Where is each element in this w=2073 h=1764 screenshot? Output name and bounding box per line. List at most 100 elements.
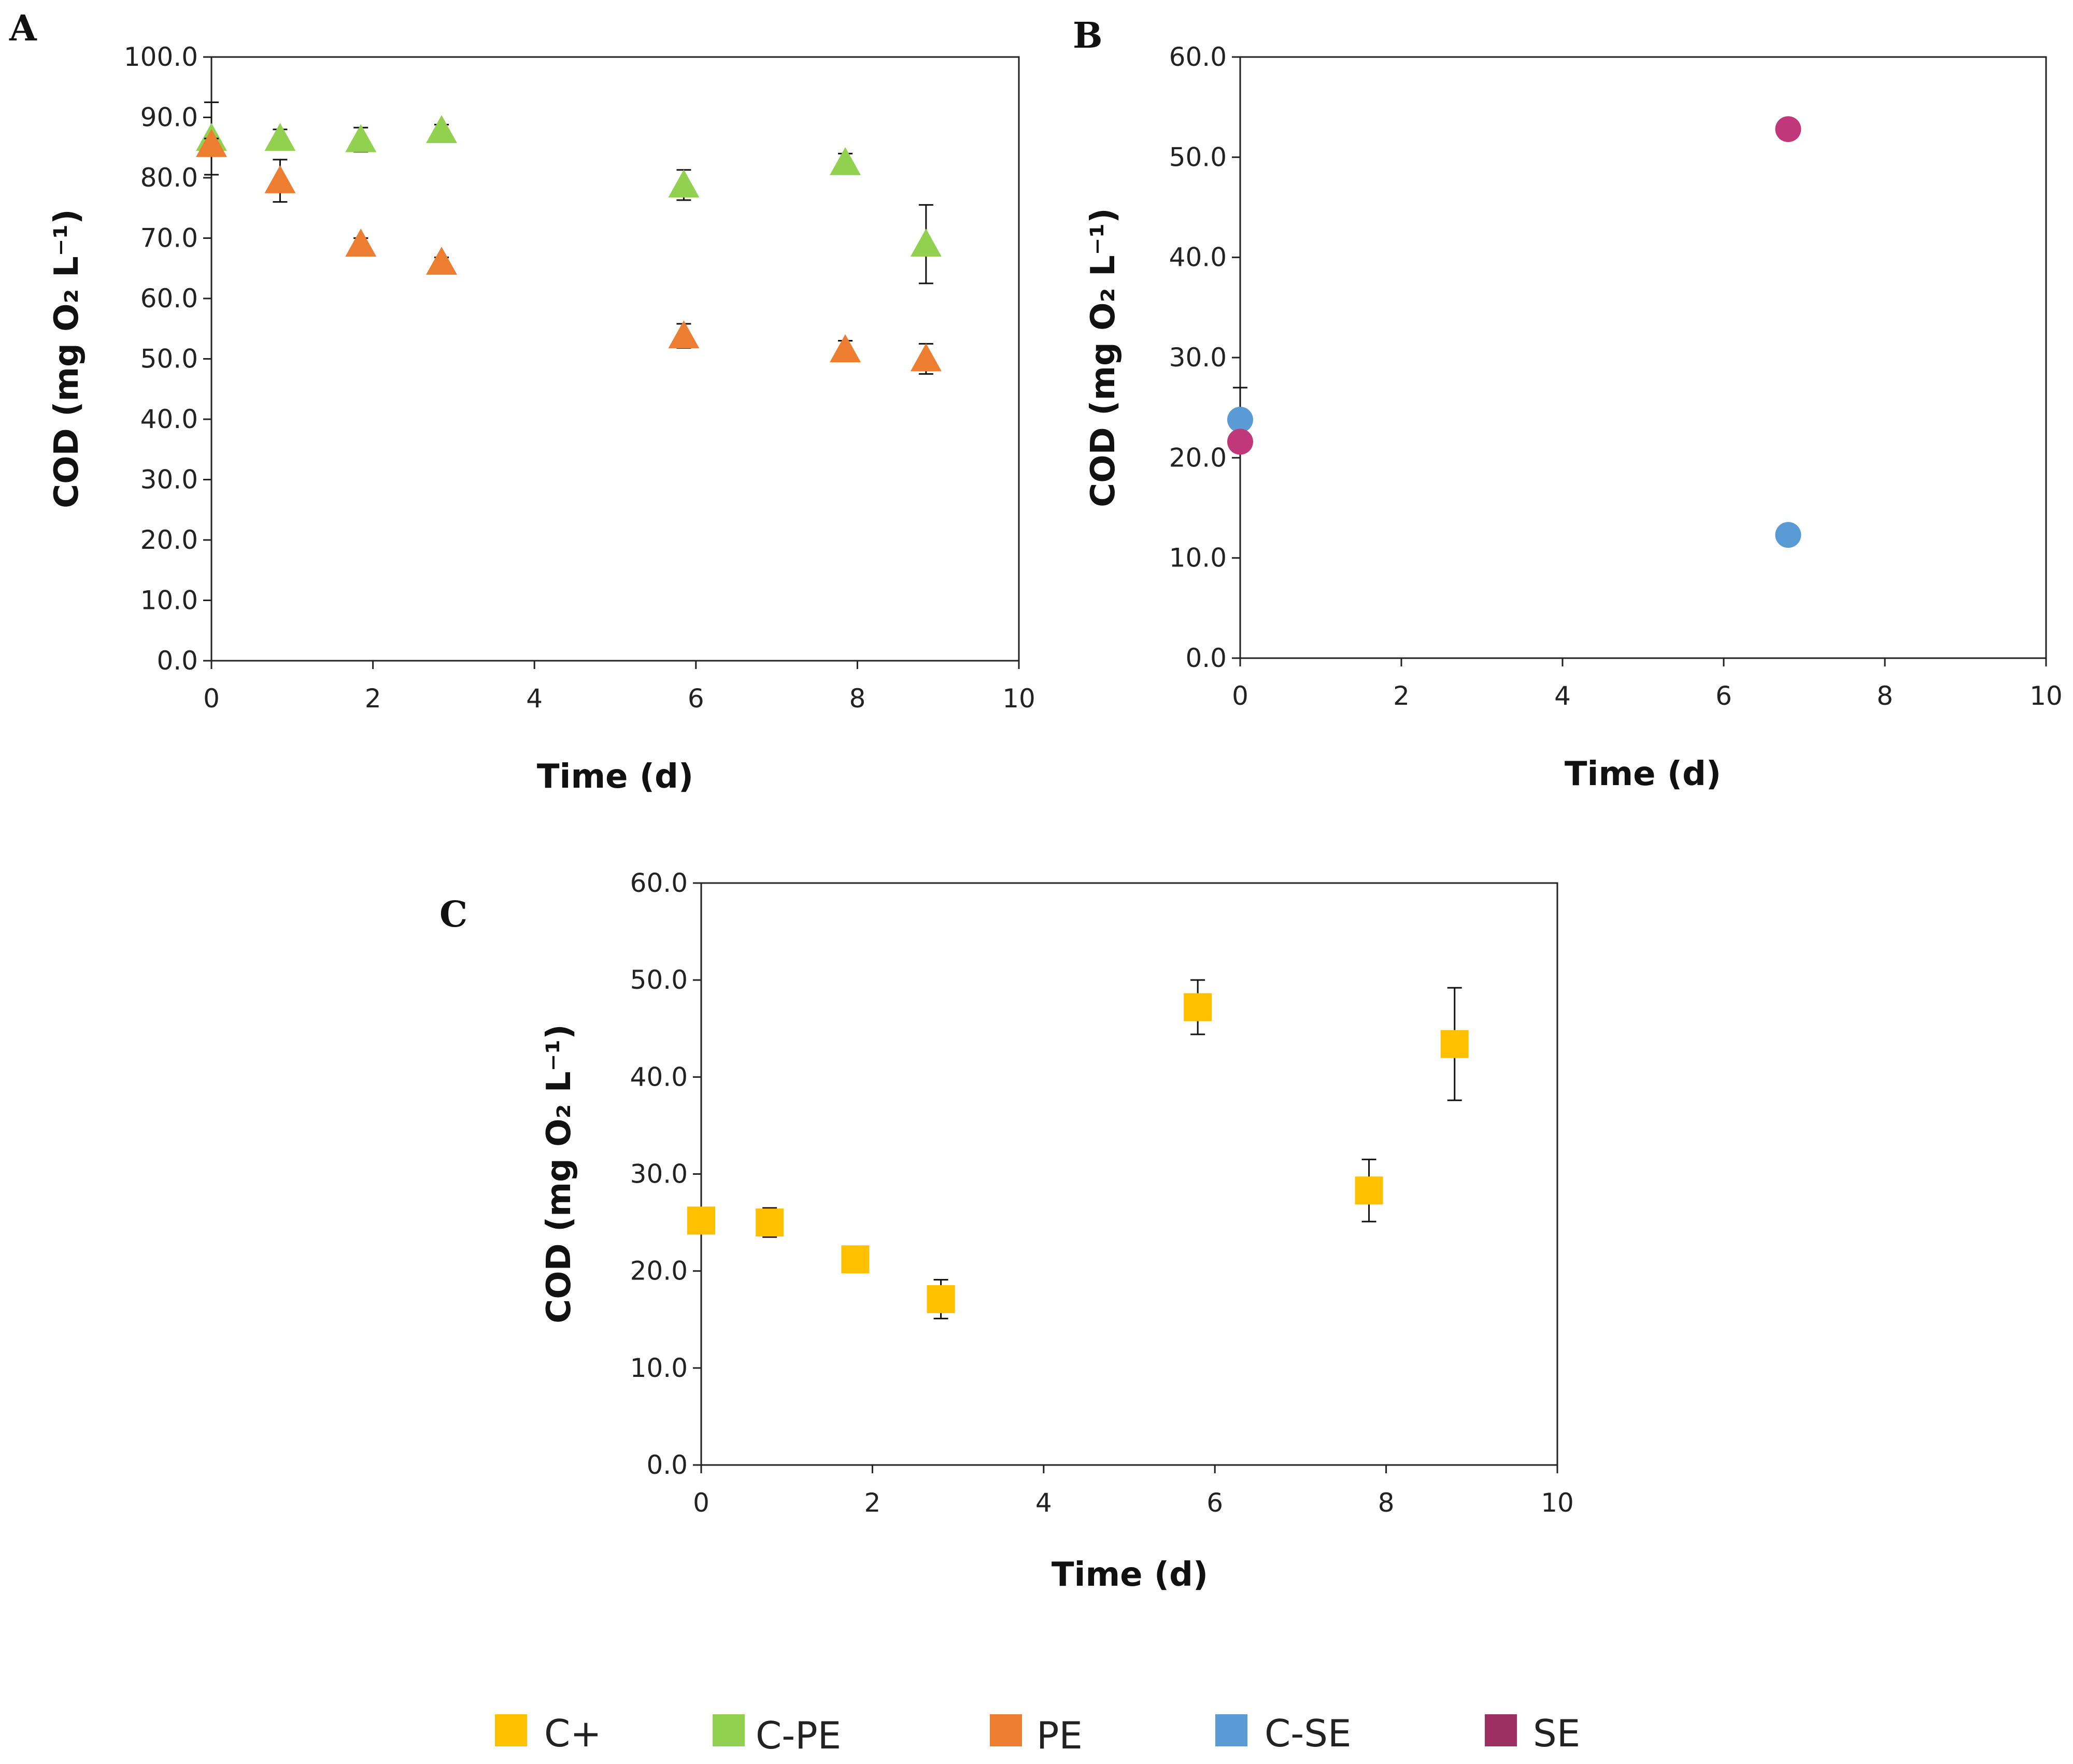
panel-a-xtick-label-4: 8 xyxy=(849,684,865,714)
panel-a-xtick-label-0: 0 xyxy=(203,684,220,714)
panel-a-pe-point-2 xyxy=(345,229,377,257)
panel-b-ytick-label-4: 40.0 xyxy=(1169,243,1227,273)
panel-a-ytick-label-6: 60.0 xyxy=(140,283,198,314)
panel-c-ytick-label-5: 50.0 xyxy=(630,965,688,995)
panel-c-ytick-label-3: 30.0 xyxy=(630,1159,688,1189)
panel-b-xlabel: Time (d) xyxy=(1565,755,1721,793)
panel-a-c-pe-point-2 xyxy=(345,124,377,152)
panel-b-se-point-1 xyxy=(1775,116,1801,143)
panel-a-ticks: 0.0 10.0 20.0 30.0 40.0 50.0 60.0 70.0 80.0 90.0 1… xyxy=(124,42,1035,714)
panel-a-c-pe-point-4 xyxy=(668,169,700,197)
panel-a-letter: A xyxy=(9,8,37,49)
panel-b-xtick-label-5: 10 xyxy=(2029,681,2063,711)
panel-b-c-se-point-1 xyxy=(1775,522,1801,548)
panel-c-cplus-point-0 xyxy=(687,1206,715,1235)
legend: C+ C-PE PE C-SE SE xyxy=(495,1712,1580,1757)
panel-b: B 0.0 10.0 20.0 30.0 40.0 50.0 60.0 0 2 4 6 8 10 Tim… xyxy=(1073,15,2063,793)
panel-a-pe-point-5 xyxy=(830,334,861,363)
legend-swatch-c-pe xyxy=(713,1714,745,1746)
panel-c-ylabel: COD (mg O₂ L⁻¹) xyxy=(540,1024,578,1323)
panel-a-plot-area xyxy=(210,56,1020,662)
panel-b-ytick-label-0: 0.0 xyxy=(1185,643,1227,673)
legend-label-c-pe: C-PE xyxy=(756,1714,841,1757)
panel-c-cplus-point-5 xyxy=(1355,1176,1383,1205)
panel-a-c-pe-point-3 xyxy=(426,115,458,144)
panel-c-ytick-label-2: 20.0 xyxy=(630,1256,688,1286)
panel-c-cplus-point-6 xyxy=(1440,1030,1469,1058)
panel-a-pe-point-1 xyxy=(264,165,296,193)
panel-a-c-pe-point-1 xyxy=(264,123,296,151)
panel-c-letter: C xyxy=(439,894,467,935)
panel-b-letter: B xyxy=(1073,15,1102,56)
panel-b-ytick-label-6: 60.0 xyxy=(1169,42,1227,72)
panel-a-ytick-label-8: 80.0 xyxy=(140,163,198,193)
legend-label-pe: PE xyxy=(1036,1714,1083,1757)
panel-c-marks xyxy=(687,979,1469,1319)
panel-b-xtick-label-1: 2 xyxy=(1393,681,1410,711)
panel-a-pe-point-3 xyxy=(426,247,458,275)
panel-a-c-pe-point-6 xyxy=(910,229,942,257)
panel-a-ytick-label-4: 40.0 xyxy=(140,404,198,434)
panel-a-ytick-label-10: 100.0 xyxy=(124,42,198,72)
panel-b-ytick-label-3: 30.0 xyxy=(1169,343,1227,373)
panel-a-xlabel: Time (d) xyxy=(537,758,693,796)
panel-c-ytick-label-6: 60.0 xyxy=(630,868,688,898)
panel-b-se-point-0 xyxy=(1227,429,1253,455)
panel-b-ytick-label-5: 50.0 xyxy=(1169,142,1227,172)
legend-swatch-c-plus xyxy=(495,1714,527,1746)
panel-c-xtick-label-4: 8 xyxy=(1378,1488,1395,1518)
panel-c-ytick-label-4: 40.0 xyxy=(630,1062,688,1092)
panel-a-ytick-label-9: 90.0 xyxy=(140,103,198,133)
legend-swatch-pe xyxy=(990,1714,1022,1746)
panel-c-xtick-label-5: 10 xyxy=(1541,1488,1574,1518)
panel-b-ticks: 0.0 10.0 20.0 30.0 40.0 50.0 60.0 0 2 4 6 8 10 xyxy=(1169,42,2063,711)
panel-a-xtick-label-1: 2 xyxy=(365,684,381,714)
panel-a-ytick-label-5: 50.0 xyxy=(140,344,198,374)
panel-b-xtick-label-3: 6 xyxy=(1715,681,1732,711)
panel-c-ytick-label-0: 0.0 xyxy=(646,1450,688,1480)
panel-a-ytick-label-7: 70.0 xyxy=(140,223,198,253)
panel-c-plot-area xyxy=(700,882,1558,1466)
panel-a-xtick-label-2: 4 xyxy=(526,684,543,714)
panel-a-ytick-label-1: 10.0 xyxy=(140,586,198,616)
panel-a-xtick-label-5: 10 xyxy=(1002,684,1035,714)
panel-c: C 0.0 10.0 20.0 30.0 40.0 50.0 60.0 0 2 4 6 8 10 Tim… xyxy=(439,868,1574,1594)
legend-item-pe: PE xyxy=(990,1714,1083,1757)
panel-a-xtick-label-3: 6 xyxy=(688,684,704,714)
panel-c-ytick-label-1: 10.0 xyxy=(630,1353,688,1383)
panel-b-xtick-label-4: 8 xyxy=(1877,681,1893,711)
legend-label-c-plus: C+ xyxy=(544,1712,602,1755)
legend-item-se: SE xyxy=(1485,1712,1580,1755)
panel-a-pe-point-0 xyxy=(196,129,227,157)
panel-a-ytick-label-3: 30.0 xyxy=(140,465,198,495)
legend-item-c-se: C-SE xyxy=(1215,1712,1351,1755)
panel-b-xtick-label-2: 4 xyxy=(1554,681,1571,711)
panel-c-xtick-label-1: 2 xyxy=(864,1488,881,1518)
panel-b-marks xyxy=(1227,116,1801,548)
panel-c-xlabel: Time (d) xyxy=(1052,1556,1208,1594)
panel-b-c-se-point-0 xyxy=(1227,406,1253,433)
panel-b-ytick-label-1: 10.0 xyxy=(1169,543,1227,573)
panel-b-ylabel: COD (mg O₂ L⁻¹) xyxy=(1084,208,1123,507)
panel-c-xtick-label-2: 4 xyxy=(1035,1488,1052,1518)
panel-c-ticks: 0.0 10.0 20.0 30.0 40.0 50.0 60.0 0 2 4 6 8 10 xyxy=(630,868,1574,1518)
panel-b-xtick-label-0: 0 xyxy=(1232,681,1248,711)
panel-c-cplus-point-4 xyxy=(1184,993,1212,1021)
legend-swatch-se xyxy=(1485,1714,1517,1746)
panel-c-xtick-label-0: 0 xyxy=(693,1488,709,1518)
panel-c-cplus-point-3 xyxy=(927,1285,955,1313)
legend-item-c-pe: C-PE xyxy=(713,1714,841,1757)
panel-b-plot-area xyxy=(1239,56,2047,659)
legend-label-se: SE xyxy=(1533,1712,1580,1755)
panel-a-c-pe-point-5 xyxy=(830,147,861,175)
legend-swatch-c-se xyxy=(1215,1714,1247,1746)
panel-c-xtick-label-3: 6 xyxy=(1206,1488,1223,1518)
panel-a: A 0.0 10.0 20.0 30.0 40.0 50.0 60.0 70.0 80.0 90.… xyxy=(9,8,1035,796)
panel-a-ylabel: COD (mg O₂ L⁻¹) xyxy=(48,209,86,508)
legend-item-c-plus: C+ xyxy=(495,1712,602,1755)
legend-label-c-se: C-SE xyxy=(1265,1712,1351,1755)
panel-c-cplus-point-2 xyxy=(841,1245,870,1274)
panel-a-marks xyxy=(196,101,942,375)
panel-a-ytick-label-0: 0.0 xyxy=(157,646,198,676)
